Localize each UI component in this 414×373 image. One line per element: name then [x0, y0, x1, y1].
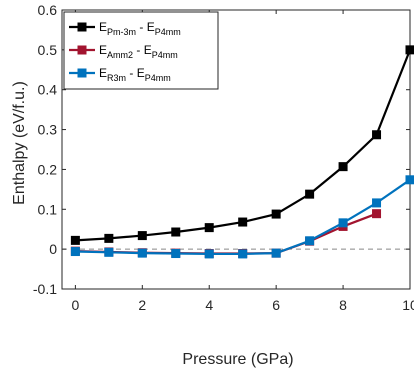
y-tick-label: 0.5 [38, 42, 58, 58]
data-point-marker [171, 249, 181, 259]
y-tick-label: 0.4 [38, 82, 58, 98]
legend-label: ER3m - EP4mm [99, 66, 171, 83]
x-tick-label: 10 [402, 297, 414, 313]
x-tick-label: 2 [138, 297, 146, 313]
legend-marker-swatch [77, 45, 87, 55]
data-point-marker [137, 231, 147, 241]
data-point-marker [305, 236, 315, 246]
data-point-marker [271, 209, 281, 219]
legend-entry: EPm-3m - EP4mm [69, 20, 181, 37]
y-tick-label: 0.2 [38, 161, 58, 177]
data-point-marker [405, 45, 414, 55]
data-point-marker [70, 235, 80, 245]
series-layer [70, 45, 414, 259]
data-point-marker [338, 162, 348, 172]
legend: EPm-3m - EP4mm EAmm2 - EP4mm ER3m - EP4mm [63, 11, 219, 90]
y-tick-label: 0.6 [38, 2, 58, 18]
data-point-marker [305, 189, 315, 199]
legend-label: EPm-3m - EP4mm [99, 20, 181, 37]
data-point-marker [104, 233, 114, 243]
y-tick-label: 0.3 [38, 122, 58, 138]
data-point-marker [204, 249, 214, 259]
data-point-marker [70, 247, 80, 257]
legend-label: EAmm2 - EP4mm [99, 43, 178, 60]
y-axis-ticks: -0.1 0 0.1 0.2 0.3 0.4 0.5 0.6 [33, 2, 410, 297]
y-tick-label: 0.1 [38, 201, 58, 217]
x-axis-title: Pressure (GPa) [182, 351, 293, 368]
plot-frame [61, 9, 411, 290]
x-tick-label: 4 [205, 297, 213, 313]
y-tick-label: -0.1 [33, 281, 57, 297]
data-point-marker [372, 198, 382, 208]
x-tick-label: 0 [71, 297, 79, 313]
x-axis-ticks: 0 2 4 6 8 10 [71, 10, 414, 313]
data-point-marker [271, 248, 281, 258]
x-tick-label: 8 [339, 297, 347, 313]
data-point-marker [171, 227, 181, 237]
data-point-marker [238, 217, 248, 227]
data-point-marker [372, 130, 382, 140]
legend-marker-swatch [77, 22, 87, 32]
series-3 [70, 175, 414, 259]
legend-entry: EAmm2 - EP4mm [69, 43, 178, 60]
data-point-marker [372, 209, 382, 219]
series-1 [70, 45, 414, 245]
y-tick-label: 0 [49, 241, 57, 257]
legend-entry: ER3m - EP4mm [69, 66, 171, 83]
data-point-marker [338, 218, 348, 228]
x-tick-label: 6 [272, 297, 280, 313]
data-point-marker [238, 249, 248, 259]
plot-area [61, 9, 411, 290]
data-point-marker [137, 248, 147, 258]
y-axis-title: Enthalpy (eV/f.u.) [11, 81, 28, 205]
data-point-marker [405, 175, 414, 185]
legend-marker-swatch [77, 68, 87, 78]
data-point-marker [204, 223, 214, 233]
data-point-marker [104, 247, 114, 257]
